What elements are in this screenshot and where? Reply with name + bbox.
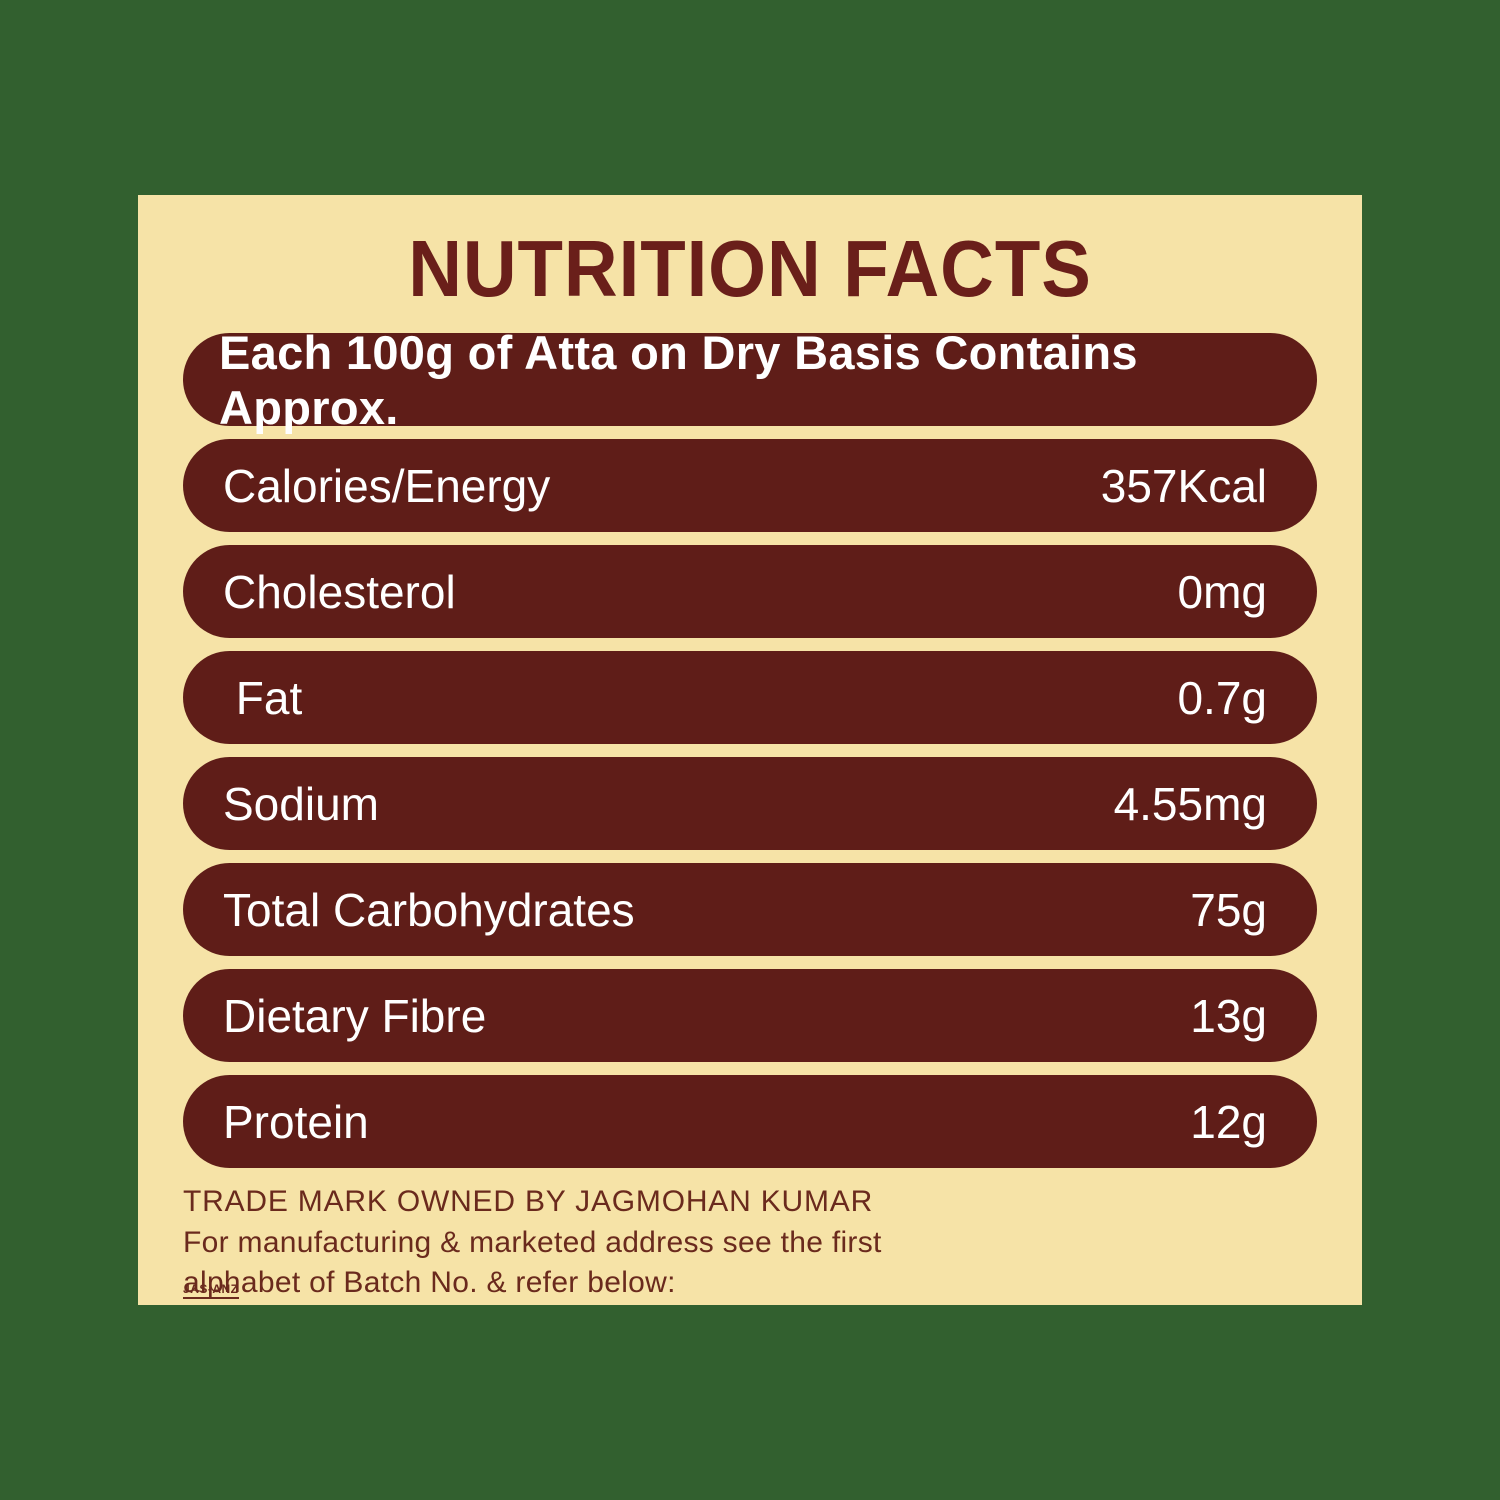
panel-title: NUTRITION FACTS xyxy=(223,223,1278,315)
cert-mark: JAS-ANZ xyxy=(183,1282,239,1299)
nutrient-row: Sodium 4.55mg xyxy=(183,757,1317,850)
nutrient-row: Cholesterol 0mg xyxy=(183,545,1317,638)
footer-line: For manufacturing & marketed address see… xyxy=(183,1223,1317,1264)
nutrient-label: Protein xyxy=(219,1095,369,1149)
nutrient-row: Total Carbohydrates 75g xyxy=(183,863,1317,956)
nutrient-row: Fat 0.7g xyxy=(183,651,1317,744)
nutrient-row: Protein 12g xyxy=(183,1075,1317,1168)
nutrient-row: Calories/Energy 357Kcal xyxy=(183,439,1317,532)
nutrient-label: Calories/Energy xyxy=(219,459,550,513)
trademark-line: TRADE MARK OWNED BY JAGMOHAN KUMAR xyxy=(183,1182,1317,1223)
nutrient-value: 75g xyxy=(1190,883,1267,937)
nutrient-value: 357Kcal xyxy=(1101,459,1267,513)
nutrient-value: 0.7g xyxy=(1177,671,1267,725)
footer-line: alphabet of Batch No. & refer below: xyxy=(183,1263,1317,1304)
nutrient-label: Dietary Fibre xyxy=(219,989,486,1043)
nutrient-value: 4.55mg xyxy=(1114,777,1267,831)
nutrient-label: Total Carbohydrates xyxy=(219,883,635,937)
serving-header: Each 100g of Atta on Dry Basis Contains … xyxy=(183,333,1317,426)
nutrient-label: Cholesterol xyxy=(219,565,456,619)
nutrient-label: Fat xyxy=(219,671,302,725)
nutrient-value: 13g xyxy=(1190,989,1267,1043)
serving-header-text: Each 100g of Atta on Dry Basis Contains … xyxy=(219,325,1267,435)
footer-text: TRADE MARK OWNED BY JAGMOHAN KUMAR For m… xyxy=(183,1182,1317,1304)
nutrient-value: 12g xyxy=(1190,1095,1267,1149)
nutrition-panel: NUTRITION FACTS Each 100g of Atta on Dry… xyxy=(138,195,1362,1305)
nutrient-value: 0mg xyxy=(1178,565,1267,619)
nutrient-label: Sodium xyxy=(219,777,379,831)
nutrient-row: Dietary Fibre 13g xyxy=(183,969,1317,1062)
